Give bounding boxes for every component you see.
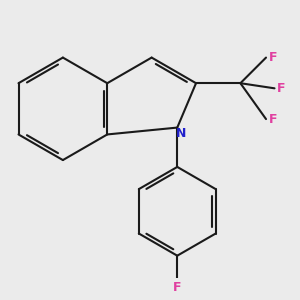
Text: F: F bbox=[277, 82, 286, 95]
Text: F: F bbox=[268, 112, 277, 126]
Text: N: N bbox=[176, 127, 187, 140]
Text: F: F bbox=[268, 51, 277, 64]
Text: F: F bbox=[173, 281, 182, 294]
